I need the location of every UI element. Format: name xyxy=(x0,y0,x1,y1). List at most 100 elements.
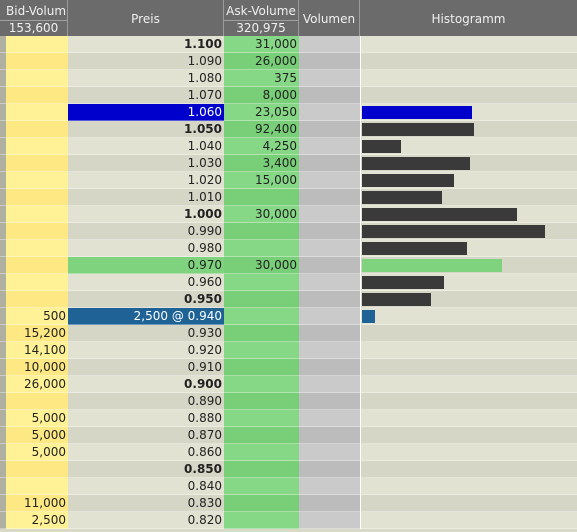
bid-volume-cell[interactable] xyxy=(6,121,68,138)
order-book-row[interactable]: 10,000 0.910 xyxy=(0,359,577,376)
order-book-row[interactable]: 1.000 30,000 xyxy=(0,206,577,223)
bid-volume-cell[interactable] xyxy=(6,138,68,155)
bid-volume-cell[interactable] xyxy=(6,104,68,121)
price-cell[interactable]: 1.100 xyxy=(68,36,224,53)
price-cell[interactable]: 0.980 xyxy=(68,240,224,257)
ask-volume-cell[interactable] xyxy=(224,410,299,427)
ask-volume-cell[interactable] xyxy=(224,240,299,257)
order-book-row[interactable]: 1.050 92,400 xyxy=(0,121,577,138)
bid-volume-cell[interactable]: 2,500 xyxy=(6,512,68,529)
bid-volume-cell[interactable] xyxy=(6,155,68,172)
bid-volume-cell[interactable] xyxy=(6,87,68,104)
ask-volume-cell[interactable] xyxy=(224,444,299,461)
order-book-row[interactable]: 1.100 31,000 xyxy=(0,36,577,53)
order-book-row[interactable]: 2,500 0.820 xyxy=(0,512,577,529)
ask-volume-cell[interactable] xyxy=(224,512,299,529)
ask-volume-cell[interactable]: 15,000 xyxy=(224,172,299,189)
price-cell[interactable]: 1.050 xyxy=(68,121,224,138)
bid-volume-cell[interactable]: 15,200 xyxy=(6,325,68,342)
price-cell[interactable]: 1.020 xyxy=(68,172,224,189)
order-book-row[interactable]: 1.030 3,400 xyxy=(0,155,577,172)
bid-volume-cell[interactable] xyxy=(6,223,68,240)
order-book-row[interactable]: 11,000 0.830 xyxy=(0,495,577,512)
bid-volume-cell[interactable] xyxy=(6,70,68,87)
price-cell[interactable]: 0.930 xyxy=(68,325,224,342)
ask-volume-cell[interactable] xyxy=(224,308,299,325)
price-cell[interactable]: 0.950 xyxy=(68,291,224,308)
order-book-row[interactable]: 5,000 0.860 xyxy=(0,444,577,461)
price-cell[interactable]: 0.890 xyxy=(68,393,224,410)
bid-volume-cell[interactable]: 500 xyxy=(6,308,68,325)
price-cell[interactable]: 1.000 xyxy=(68,206,224,223)
price-cell[interactable]: 0.960 xyxy=(68,274,224,291)
price-cell[interactable]: 0.870 xyxy=(68,427,224,444)
order-book-row[interactable]: 0.960 xyxy=(0,274,577,291)
ask-volume-cell[interactable]: 4,250 xyxy=(224,138,299,155)
price-cell[interactable]: 0.900 xyxy=(68,376,224,393)
order-book-row[interactable]: 1.020 15,000 xyxy=(0,172,577,189)
order-book-row[interactable]: 1.080 375 xyxy=(0,70,577,87)
bid-volume-cell[interactable]: 5,000 xyxy=(6,444,68,461)
order-book-row[interactable]: 14,100 0.920 xyxy=(0,342,577,359)
price-cell[interactable]: 0.840 xyxy=(68,478,224,495)
ask-volume-cell[interactable]: 375 xyxy=(224,70,299,87)
bid-volume-cell[interactable]: 11,000 xyxy=(6,495,68,512)
price-cell[interactable]: 1.010 xyxy=(68,189,224,206)
order-book-row[interactable]: 0.990 xyxy=(0,223,577,240)
price-cell[interactable]: 0.860 xyxy=(68,444,224,461)
price-cell[interactable]: 0.820 xyxy=(68,512,224,529)
price-cell[interactable]: 1.060 xyxy=(68,104,224,121)
header-ask-volume[interactable]: Ask-Volume 320,975 xyxy=(224,0,299,36)
order-book-row[interactable]: 5,000 0.880 xyxy=(0,410,577,427)
ask-volume-cell[interactable]: 26,000 xyxy=(224,53,299,70)
header-volume[interactable]: Volumen xyxy=(299,0,360,36)
order-book-row[interactable]: 1.010 xyxy=(0,189,577,206)
ask-volume-cell[interactable] xyxy=(224,189,299,206)
order-book-row[interactable]: 1.040 4,250 xyxy=(0,138,577,155)
bid-volume-cell[interactable]: 14,100 xyxy=(6,342,68,359)
price-cell[interactable]: 1.070 xyxy=(68,87,224,104)
price-cell[interactable]: 1.030 xyxy=(68,155,224,172)
ask-volume-cell[interactable]: 31,000 xyxy=(224,36,299,53)
ask-volume-cell[interactable]: 8,000 xyxy=(224,87,299,104)
order-book-row[interactable]: 0.850 xyxy=(0,461,577,478)
price-cell[interactable]: 0.830 xyxy=(68,495,224,512)
ask-volume-cell[interactable] xyxy=(224,325,299,342)
bid-volume-cell[interactable]: 5,000 xyxy=(6,410,68,427)
price-cell[interactable]: 0.850 xyxy=(68,461,224,478)
header-bid-volume[interactable]: Bid-Volum 153,600 xyxy=(0,0,68,36)
price-cell[interactable]: 1.090 xyxy=(68,53,224,70)
bid-volume-cell[interactable] xyxy=(6,478,68,495)
ask-volume-cell[interactable] xyxy=(224,359,299,376)
bid-volume-cell[interactable] xyxy=(6,461,68,478)
bid-volume-cell[interactable] xyxy=(6,189,68,206)
ask-volume-cell[interactable] xyxy=(224,478,299,495)
header-histogram[interactable]: Histogramm xyxy=(360,0,577,36)
price-cell[interactable]: 1.080 xyxy=(68,70,224,87)
ask-volume-cell[interactable] xyxy=(224,274,299,291)
price-cell[interactable]: 0.910 xyxy=(68,359,224,376)
order-book-row[interactable]: 0.980 xyxy=(0,240,577,257)
ask-volume-cell[interactable]: 30,000 xyxy=(224,257,299,274)
header-price[interactable]: Preis xyxy=(68,0,224,36)
bid-volume-cell[interactable] xyxy=(6,206,68,223)
bid-volume-cell[interactable] xyxy=(6,172,68,189)
ask-volume-cell[interactable] xyxy=(224,342,299,359)
ask-volume-cell[interactable]: 30,000 xyxy=(224,206,299,223)
bid-volume-cell[interactable]: 10,000 xyxy=(6,359,68,376)
bid-volume-cell[interactable]: 26,000 xyxy=(6,376,68,393)
ask-volume-cell[interactable]: 23,050 xyxy=(224,104,299,121)
order-book-row[interactable]: 15,200 0.930 xyxy=(0,325,577,342)
bid-volume-cell[interactable] xyxy=(6,257,68,274)
price-cell[interactable]: 0.990 xyxy=(68,223,224,240)
order-book-row[interactable]: 5,000 0.870 xyxy=(0,427,577,444)
order-book-row[interactable]: 0.840 xyxy=(0,478,577,495)
order-book-row[interactable]: 0.890 xyxy=(0,393,577,410)
bid-volume-cell[interactable] xyxy=(6,291,68,308)
price-cell[interactable]: 2,500 @ 0.940 xyxy=(68,308,224,325)
bid-volume-cell[interactable]: 5,000 xyxy=(6,427,68,444)
price-cell[interactable]: 0.880 xyxy=(68,410,224,427)
order-book-row[interactable]: 0.970 30,000 xyxy=(0,257,577,274)
bid-volume-cell[interactable] xyxy=(6,393,68,410)
order-book-row[interactable]: 1.060 23,050 xyxy=(0,104,577,121)
